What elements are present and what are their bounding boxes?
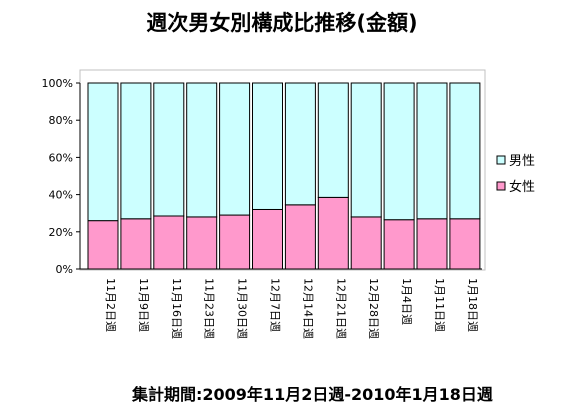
bar-male-2: [153, 82, 185, 217]
x-tick-label: 11月30日週: [236, 278, 249, 339]
bar-female-0: [87, 220, 119, 270]
bar-male-3: [186, 82, 218, 218]
y-tick-label: 20%: [49, 226, 73, 239]
bar-male-7: [317, 82, 349, 198]
bar-female-2: [153, 215, 185, 270]
bar-male-1: [120, 82, 152, 220]
bar-male-0: [87, 82, 119, 222]
bar-female-6: [284, 204, 316, 270]
y-tick-labels: 0% 20% 40% 60% 80% 100%: [42, 77, 80, 276]
bar-female-4: [219, 214, 251, 270]
x-tick-label: 11月23日週: [203, 278, 216, 339]
x-tick-label: 11月16日週: [170, 278, 183, 339]
x-tick-label: 12月21日週: [334, 278, 347, 339]
x-tick-label: 1月4日週: [400, 278, 413, 325]
bar-male-10: [416, 82, 448, 220]
bar-female-11: [449, 218, 481, 270]
y-tick-label: 0%: [56, 263, 73, 276]
bar-male-8: [350, 82, 382, 218]
bar-female-3: [186, 216, 218, 270]
bar-female-9: [383, 219, 415, 270]
bar-female-5: [252, 208, 283, 270]
legend-label: 女性: [509, 179, 535, 195]
bar-female-7: [317, 196, 349, 270]
y-tick-label: 100%: [42, 77, 73, 90]
x-tick-labels: 11月2日週 11月9日週 11月16日週 11月23日週 11月30日週 12月7日週 1…: [104, 278, 479, 339]
legend-swatch: [496, 155, 506, 165]
x-tick-label: 11月2日週: [104, 278, 117, 332]
bar-female-10: [416, 218, 448, 270]
footer-period: 集計期間:2009年11月2日週-2010年1月18日週: [131, 385, 493, 404]
x-tick-label: 11月9日週: [137, 278, 150, 332]
y-tick-label: 40%: [49, 189, 73, 202]
bar-male-4: [219, 82, 251, 216]
y-tick-label: 80%: [49, 114, 73, 127]
x-tick-label: 12月14日週: [301, 278, 314, 339]
y-tick-label: 60%: [49, 151, 73, 164]
legend-label: 男性: [509, 154, 535, 169]
bars-group: [87, 82, 481, 270]
bar-male-5: [252, 82, 283, 210]
bar-male-9: [383, 82, 415, 221]
bar-male-6: [284, 82, 316, 206]
x-tick-label: 12月7日週: [269, 278, 282, 332]
x-tick-label: 1月18日週: [466, 278, 479, 332]
bar-female-8: [350, 216, 382, 270]
legend-swatch: [496, 181, 506, 191]
x-tick-label: 12月28日週: [367, 278, 380, 339]
x-tick-label: 1月11日週: [433, 278, 446, 332]
bar-female-1: [120, 218, 152, 270]
bar-male-11: [449, 82, 481, 220]
chart-title: 週次男女別構成比推移(金額): [146, 11, 417, 35]
